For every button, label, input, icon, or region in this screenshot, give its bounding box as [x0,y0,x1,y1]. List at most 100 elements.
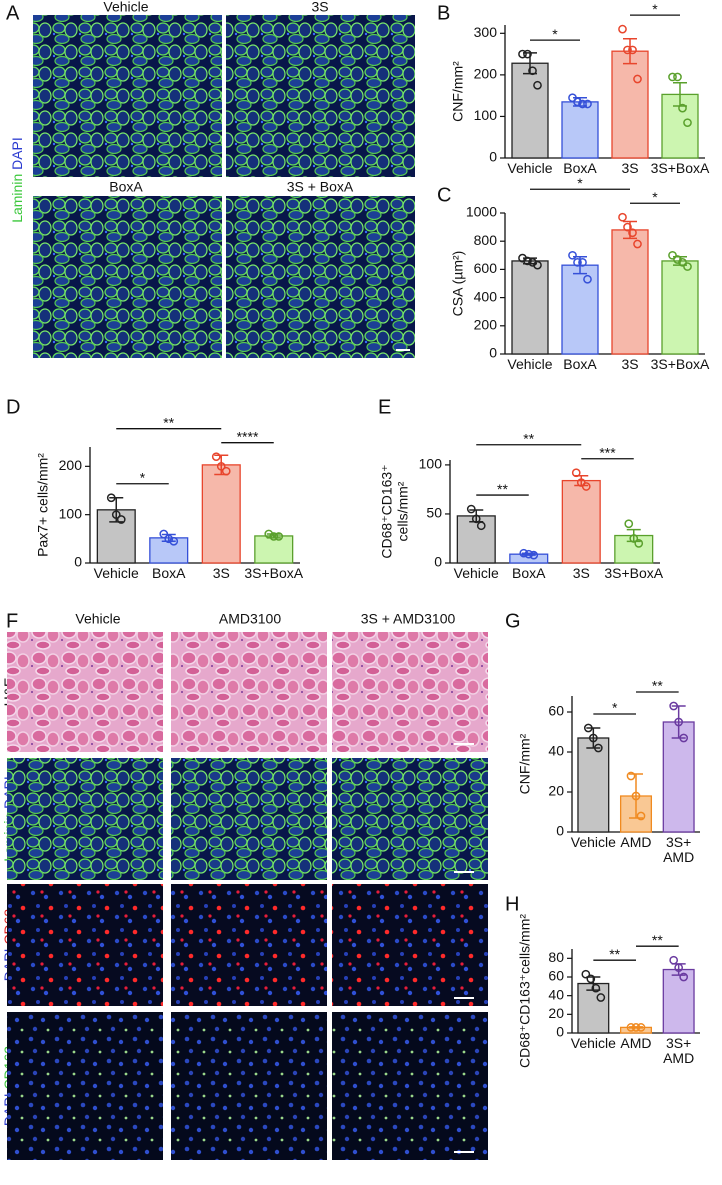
data-point [519,548,529,558]
data-point [668,72,677,82]
data-point [533,260,542,270]
x-tick-label: BoxA [152,566,186,581]
panel-letter: D [6,396,20,418]
significance-label: ** [497,481,508,497]
data-point [636,1023,646,1032]
data-point [626,771,636,781]
y-tick-label: 0 [489,345,497,361]
x-tick-label-box: Vehicle [507,161,553,176]
y-tick-label: 0 [489,149,497,165]
data-point [623,45,632,55]
data-point [593,743,603,753]
stain: Laminin [9,174,25,223]
y-tick-label: 400 [474,288,498,304]
data-point [169,536,179,546]
x-tick-label-box: BoxA [512,566,545,581]
data-point [116,515,126,524]
data-point [466,504,476,514]
y-axis-label: CD68⁺CD163⁺cells/mm² [517,914,533,1068]
x-tick-label: 3S+BoxA [650,161,710,176]
data-point [573,97,582,107]
x-tick-label: Vehicle [453,566,499,581]
data-point [618,212,627,222]
y-tick-label: 60 [548,968,564,984]
data-point [159,529,169,539]
x-tick-label-box: AMD [620,1036,651,1051]
data-point [683,262,692,271]
x-tick-label-box: Vehicle [507,357,553,372]
y-tick-label: 300 [474,24,498,40]
x-tick-label: 3S [572,566,590,581]
x-tick-label-box: 3S+ AMD [663,1036,695,1066]
significance-label: * [577,175,583,191]
micrograph [332,758,488,880]
image-title: BoxA [109,179,143,195]
bar [456,515,496,564]
data-point [636,811,646,821]
data-point [586,974,596,984]
data-point [668,250,677,260]
bar [662,721,695,833]
data-point [618,24,627,34]
x-tick-label-box: 3S+BoxA [650,161,710,176]
x-tick-label-box: 3S+BoxA [651,357,710,372]
column-title: AMD3100 [219,611,281,627]
data-point [568,93,577,103]
panel-letter: B [437,2,450,24]
bar [661,260,699,355]
x-tick-label-box: 3S [621,161,638,176]
x-tick-label: 3S+ AMD [663,835,695,865]
data-point [216,461,226,471]
x-tick-label-box: Vehicle [571,1036,616,1051]
data-point [633,239,642,249]
data-point [678,103,687,113]
data-point [669,955,679,965]
image-title: Vehicle [103,0,148,15]
micrograph [7,884,163,1006]
data-point [581,969,591,979]
y-tick-label: 100 [59,505,83,521]
significance-label: ** [523,430,534,446]
x-tick-label: BoxA [563,357,597,372]
x-tick-label-box: BoxA [563,357,597,372]
panel-letter: F [6,610,18,632]
bar [662,968,695,1034]
bar [611,229,649,355]
image-title: 3S [311,0,328,15]
y-tick-label: 20 [548,1005,564,1021]
data-point [578,258,587,267]
data-point [631,791,641,801]
bar [561,264,599,355]
significance-label: * [652,1,658,17]
micrograph [33,15,222,177]
panel-letter: H [505,893,519,915]
x-tick-label: Vehicle [507,161,553,176]
x-tick-label-box: Vehicle [453,566,499,581]
data-point [571,468,581,478]
data-point [583,723,593,733]
x-tick-label-box: BoxA [152,566,186,581]
data-point [471,514,481,524]
data-point [264,529,274,539]
data-point [573,258,582,267]
bar [561,479,601,564]
x-tick-label: AMD [620,835,652,850]
y-axis-label: cells/mm² [395,481,411,541]
panel-letter: A [6,2,20,24]
x-tick-label: 3S+ AMD [663,1036,695,1066]
y-tick-label: 800 [474,232,498,248]
micrograph [7,758,163,880]
significance-label: ** [609,946,620,962]
data-point [634,539,644,548]
y-tick-label: 80 [548,949,564,965]
significance-label: * [552,26,558,42]
micrograph [7,1012,163,1160]
data-point [683,118,692,128]
x-tick-label: Vehicle [93,566,139,581]
y-tick-label: 200 [474,66,498,82]
x-tick-label: Vehicle [507,357,553,372]
data-point [164,534,174,544]
bar [201,464,241,564]
data-point [583,99,592,109]
